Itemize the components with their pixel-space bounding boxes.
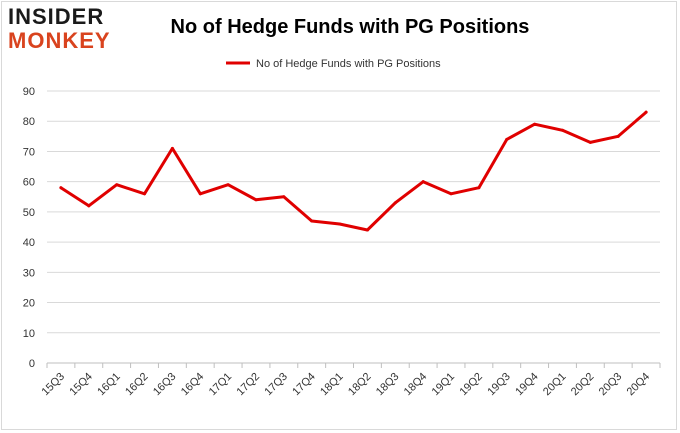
logo-line-insider: INSIDER [8, 4, 105, 29]
x-tick-label: 18Q3 [374, 371, 402, 399]
data-point [170, 146, 174, 150]
insider-monkey-logo: INSIDER MONKEY [8, 6, 111, 52]
y-tick-label: 10 [23, 328, 35, 340]
x-tick-label: 19Q4 [513, 371, 541, 399]
logo-line-monkey: MONKEY [8, 28, 111, 53]
x-tick-label: 15Q4 [67, 371, 95, 399]
x-tick-label: 19Q1 [430, 371, 458, 399]
x-tick-label: 20Q1 [541, 371, 569, 399]
data-point [143, 192, 147, 196]
x-tick-label: 20Q4 [625, 371, 653, 399]
y-tick-label: 0 [29, 358, 35, 370]
data-point [616, 134, 620, 138]
data-point [449, 192, 453, 196]
y-tick-label: 50 [23, 207, 35, 219]
x-tick-label: 16Q1 [95, 371, 123, 399]
data-point [310, 219, 314, 223]
x-tick-label: 19Q3 [485, 371, 513, 399]
x-tick-label: 18Q2 [346, 371, 374, 399]
data-point [560, 128, 564, 132]
y-tick-label: 40 [23, 237, 35, 249]
data-point [365, 228, 369, 232]
x-tick-label: 16Q2 [123, 371, 151, 399]
x-tick-label: 20Q3 [597, 371, 625, 399]
data-point [198, 192, 202, 196]
x-tick-label: 16Q4 [179, 371, 207, 399]
y-tick-label: 70 [23, 146, 35, 158]
x-axis [46, 362, 661, 368]
data-point [505, 137, 509, 141]
data-point [421, 180, 425, 184]
x-tick-label: 18Q1 [318, 371, 346, 399]
x-tick-label: 18Q4 [402, 371, 430, 399]
y-axis-ticks: 0 10 20 30 40 50 60 70 80 90 [23, 86, 35, 370]
x-tick-label: 16Q3 [151, 371, 179, 399]
data-point [115, 183, 119, 187]
y-tick-label: 80 [23, 116, 35, 128]
data-point [87, 204, 91, 208]
y-tick-label: 90 [23, 86, 35, 98]
data-point [588, 140, 592, 144]
data-point [59, 186, 63, 190]
data-point [477, 186, 481, 190]
legend-label: No of Hedge Funds with PG Positions [256, 58, 441, 70]
series-line [59, 110, 648, 232]
data-point [338, 222, 342, 226]
data-point [254, 198, 258, 202]
chart-legend: No of Hedge Funds with PG Positions [226, 58, 441, 70]
data-point [226, 183, 230, 187]
y-tick-label: 60 [23, 177, 35, 189]
x-tick-label: 15Q3 [40, 371, 68, 399]
data-point [644, 110, 648, 114]
x-tick-label: 19Q2 [457, 371, 485, 399]
x-axis-ticks: 15Q3 15Q4 16Q1 16Q2 16Q3 16Q4 17Q1 17Q2 17Q3 17Q4… [40, 371, 653, 399]
x-tick-label: 17Q1 [207, 371, 235, 399]
x-tick-label: 17Q2 [235, 371, 263, 399]
data-point [393, 201, 397, 205]
y-tick-label: 30 [23, 267, 35, 279]
data-point [282, 195, 286, 199]
chart-title: No of Hedge Funds with PG Positions [170, 16, 530, 38]
data-point [533, 122, 537, 126]
x-tick-label: 20Q2 [569, 371, 597, 399]
x-tick-label: 17Q4 [290, 371, 318, 399]
series-group [59, 110, 648, 232]
x-tick-label: 17Q3 [262, 371, 290, 399]
y-tick-label: 20 [23, 298, 35, 310]
